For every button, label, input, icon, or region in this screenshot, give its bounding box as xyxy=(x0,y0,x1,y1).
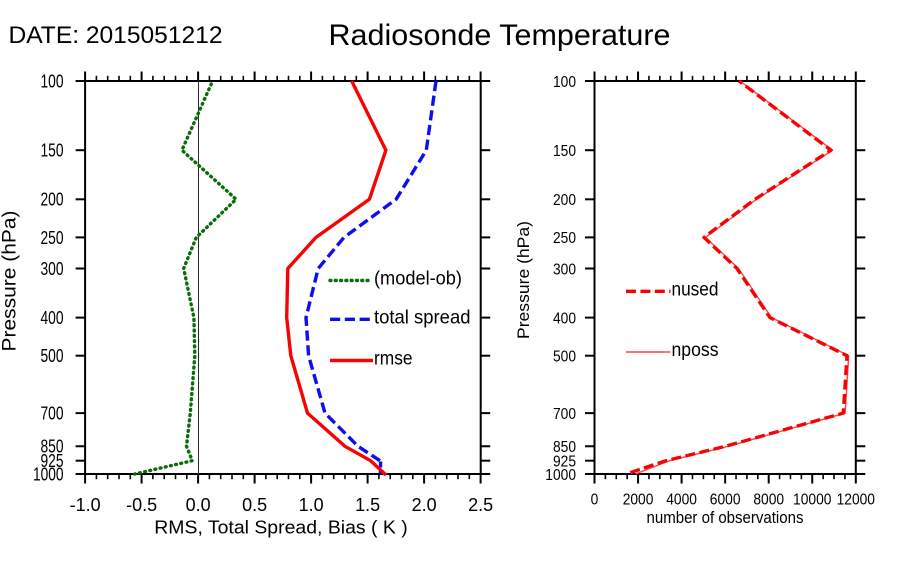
svg-text:0.0: 0.0 xyxy=(186,494,211,515)
svg-text:500: 500 xyxy=(553,348,576,365)
svg-text:1000: 1000 xyxy=(545,467,576,484)
svg-text:1000: 1000 xyxy=(33,463,64,484)
svg-text:10000: 10000 xyxy=(793,491,831,508)
svg-text:DATE: 2015051212: DATE: 2015051212 xyxy=(9,22,223,49)
svg-text:Pressure (hPa): Pressure (hPa) xyxy=(0,211,21,352)
svg-text:200: 200 xyxy=(553,192,576,209)
svg-text:300: 300 xyxy=(41,258,64,279)
svg-text:700: 700 xyxy=(553,406,576,423)
svg-text:nused: nused xyxy=(672,280,719,301)
svg-text:200: 200 xyxy=(41,189,64,210)
svg-text:100: 100 xyxy=(41,70,64,91)
svg-text:150: 150 xyxy=(41,140,64,161)
svg-text:8000: 8000 xyxy=(753,491,784,508)
svg-text:2.0: 2.0 xyxy=(412,494,437,515)
svg-text:6000: 6000 xyxy=(710,491,741,508)
svg-text:number of observations: number of observations xyxy=(647,509,804,527)
svg-text:300: 300 xyxy=(553,261,576,278)
svg-text:0.5: 0.5 xyxy=(242,494,267,515)
svg-text:2000: 2000 xyxy=(623,491,654,508)
svg-text:total spread: total spread xyxy=(374,307,471,329)
svg-text:rmse: rmse xyxy=(374,348,413,370)
svg-text:1.0: 1.0 xyxy=(299,494,324,515)
svg-text:Radiosonde Temperature: Radiosonde Temperature xyxy=(329,19,671,52)
svg-text:150: 150 xyxy=(553,143,576,160)
svg-text:nposs: nposs xyxy=(672,340,719,361)
svg-text:2.5: 2.5 xyxy=(468,494,493,515)
svg-text:RMS, Total Spread, Bias ( K ): RMS, Total Spread, Bias ( K ) xyxy=(154,517,408,538)
svg-text:100: 100 xyxy=(553,74,576,91)
svg-text:12000: 12000 xyxy=(837,491,875,508)
svg-text:400: 400 xyxy=(553,310,576,327)
svg-text:400: 400 xyxy=(41,307,64,328)
svg-text:0: 0 xyxy=(591,491,599,508)
svg-text:500: 500 xyxy=(41,345,64,366)
svg-text:1.5: 1.5 xyxy=(355,494,380,515)
svg-text:4000: 4000 xyxy=(666,491,697,508)
svg-text:700: 700 xyxy=(41,403,64,424)
svg-text:Pressure (hPa): Pressure (hPa) xyxy=(515,221,533,339)
svg-text:-0.5: -0.5 xyxy=(126,494,157,515)
svg-text:-1.0: -1.0 xyxy=(70,494,101,515)
svg-text:(model-ob): (model-ob) xyxy=(374,268,462,290)
svg-text:250: 250 xyxy=(41,227,64,248)
svg-text:250: 250 xyxy=(553,230,576,247)
